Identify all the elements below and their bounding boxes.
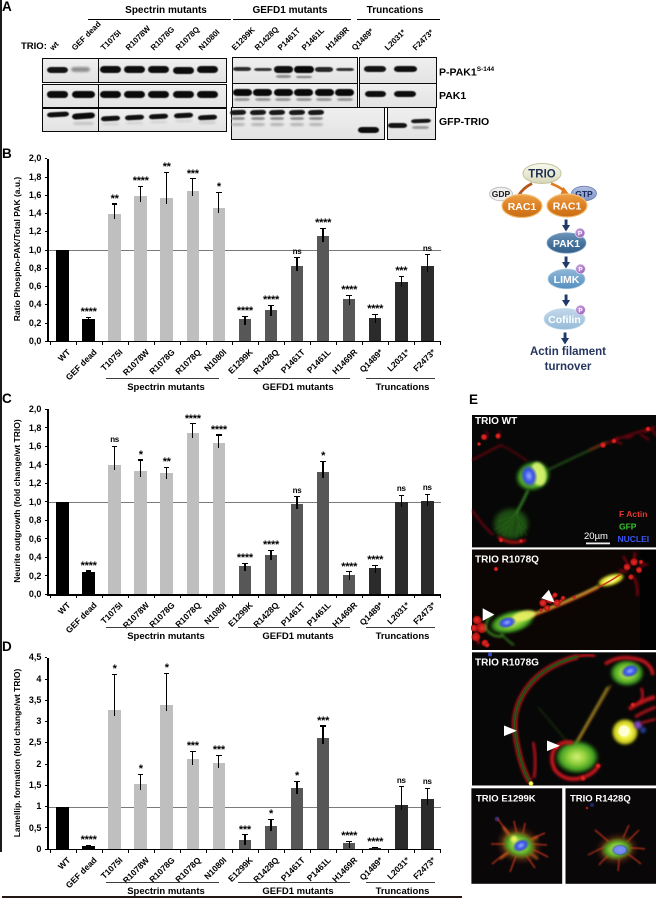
svg-text:TRIO E1299K: TRIO E1299K	[476, 794, 536, 805]
svg-text:GTP: GTP	[575, 189, 593, 199]
svg-text:GDP: GDP	[492, 189, 511, 199]
svg-text:TRIO R1078Q: TRIO R1078Q	[475, 555, 539, 566]
svg-text:TRIO R1428Q: TRIO R1428Q	[570, 794, 631, 805]
svg-text:P: P	[578, 308, 583, 315]
svg-text:F Actin: F Actin	[619, 509, 648, 519]
svg-text:Actin filament: Actin filament	[530, 346, 606, 358]
svg-text:LIMK: LIMK	[554, 274, 580, 286]
svg-text:TRIO WT: TRIO WT	[475, 416, 517, 427]
svg-text:RAC1: RAC1	[553, 201, 582, 213]
svg-text:TRIO: TRIO	[528, 169, 556, 181]
svg-text:TRIO R1078G: TRIO R1078G	[475, 658, 539, 669]
svg-text:Cofilin: Cofilin	[548, 314, 581, 326]
svg-text:RAC1: RAC1	[508, 201, 537, 213]
svg-text:turnover: turnover	[545, 361, 592, 373]
svg-text:GFP: GFP	[619, 522, 637, 532]
svg-text:20µm: 20µm	[584, 531, 608, 542]
svg-text:NUCLEI: NUCLEI	[618, 534, 650, 544]
svg-text:PAK1: PAK1	[553, 238, 580, 250]
svg-text:P: P	[578, 231, 583, 238]
svg-text:P: P	[578, 267, 583, 274]
